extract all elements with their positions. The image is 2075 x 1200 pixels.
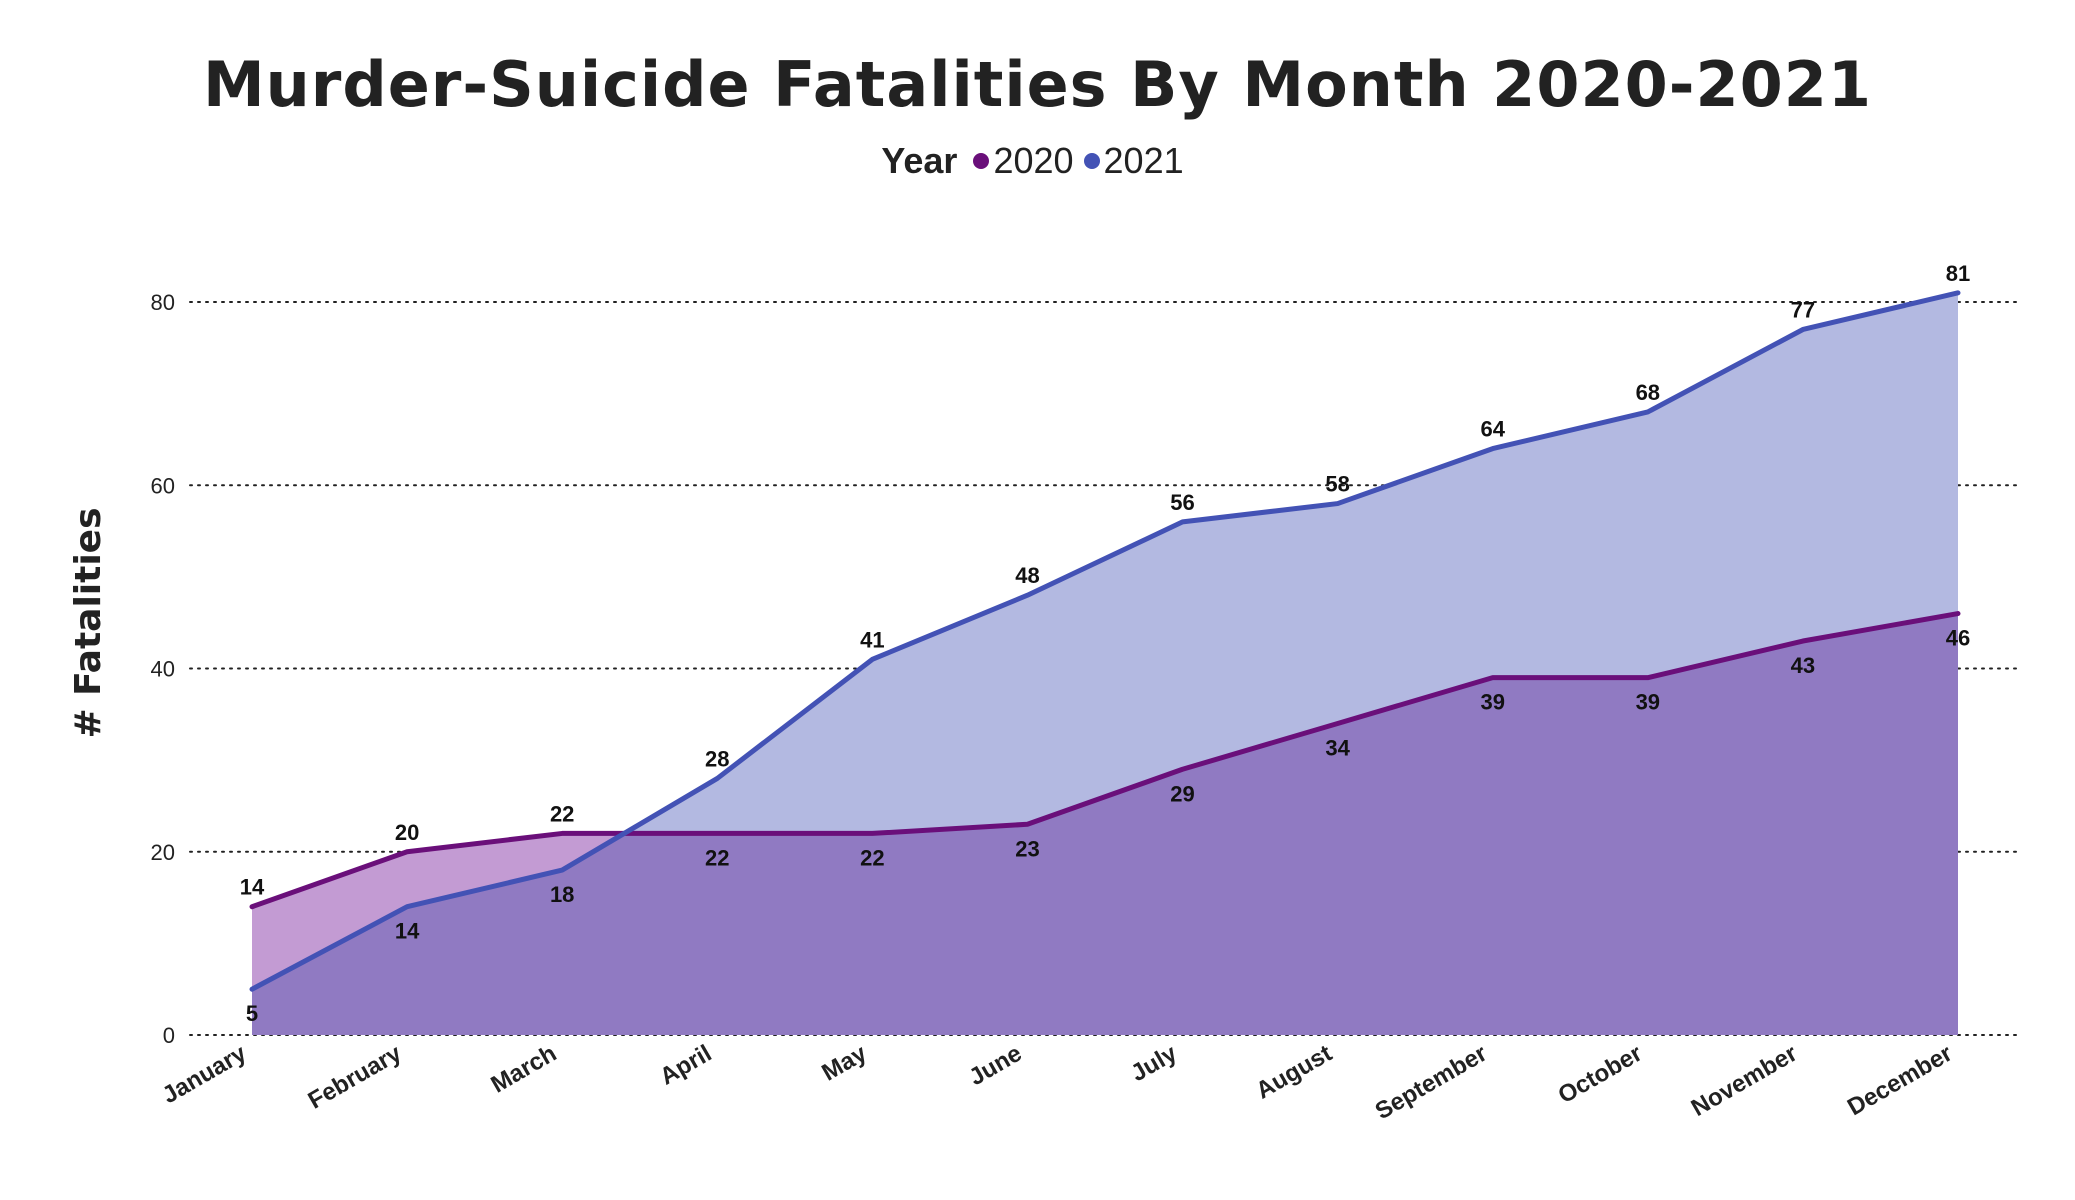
x-tick-label-march: March — [486, 1040, 561, 1099]
data-label-2020-may: 22 — [860, 845, 884, 870]
data-label-2021-december: 81 — [1946, 261, 1970, 286]
data-label-2021-october: 68 — [1636, 380, 1660, 405]
data-label-2021-january: 5 — [246, 1001, 258, 1026]
data-label-2021-june: 48 — [1015, 563, 1039, 588]
line-2020 — [249, 611, 1961, 910]
x-tick-label-april: April — [655, 1040, 716, 1091]
legend-title: Year — [881, 140, 958, 181]
data-label-2020-november: 43 — [1791, 653, 1815, 678]
chart-title: Murder-Suicide Fatalities By Month 2020-… — [202, 48, 1873, 121]
data-label-2021-september: 64 — [1480, 417, 1505, 442]
data-label-2020-december: 46 — [1946, 626, 1970, 651]
x-tick-label-june: June — [964, 1040, 1026, 1091]
data-labels: 14 20 22 22 22 23 29 34 39 39 43 46 5 14 18 28 41 48 56 58 6… — [240, 261, 1970, 1026]
x-tick-label-january: January — [158, 1039, 252, 1109]
legend-item-2021[interactable]: 2021 — [1083, 140, 1184, 182]
data-label-2021-february: 14 — [395, 919, 420, 944]
data-label-2020-july: 29 — [1170, 781, 1194, 806]
data-label-2021-november: 77 — [1791, 297, 1815, 322]
y-tick-label-80: 80 — [151, 290, 175, 315]
y-axis-label: # Fatalities — [68, 507, 109, 738]
data-label-2020-march: 22 — [550, 801, 574, 826]
legend-marker-2021 — [1083, 153, 1100, 169]
y-tick-label-60: 60 — [151, 473, 175, 498]
x-tick-label-february: February — [304, 1039, 407, 1114]
area-fills — [252, 292, 1958, 1035]
legend: Year 2020 2021 — [0, 140, 2075, 182]
data-label-2020-february: 20 — [395, 820, 419, 845]
x-tick-label-october: October — [1554, 1040, 1647, 1109]
x-axis-ticks: January February March April May June July Augu… — [158, 1039, 1957, 1125]
y-tick-label-20: 20 — [151, 840, 175, 865]
legend-marker-2020 — [973, 153, 990, 169]
data-label-2021-august: 58 — [1325, 472, 1349, 497]
data-label-2021-july: 56 — [1170, 490, 1194, 515]
data-label-2020-august: 34 — [1325, 735, 1350, 760]
x-tick-label-november: November — [1687, 1040, 1802, 1122]
x-tick-label-july: July — [1126, 1039, 1182, 1087]
x-tick-label-september: September — [1371, 1040, 1492, 1125]
x-tick-label-december: December — [1843, 1040, 1957, 1121]
area-overlap — [252, 613, 1958, 1035]
data-label-2020-april: 22 — [705, 845, 729, 870]
y-tick-label-0: 0 — [163, 1023, 175, 1048]
x-tick-label-may: May — [817, 1039, 871, 1086]
series-lines — [249, 290, 1961, 992]
data-label-2020-june: 23 — [1015, 836, 1039, 861]
data-label-2020-september: 39 — [1480, 690, 1504, 715]
line-2021 — [249, 290, 1961, 992]
data-label-2021-may: 41 — [860, 627, 884, 652]
data-label-2021-april: 28 — [705, 746, 729, 771]
x-tick-label-august: August — [1252, 1040, 1337, 1105]
legend-label-2020: 2020 — [993, 140, 1074, 181]
legend-item-2020[interactable]: 2020 — [973, 140, 1074, 182]
y-axis-ticks: 0 20 40 60 80 — [151, 290, 175, 1048]
y-tick-label-40: 40 — [151, 657, 175, 682]
legend-label-2021: 2021 — [1103, 140, 1184, 181]
data-label-2021-march: 18 — [550, 882, 574, 907]
data-label-2020-october: 39 — [1636, 690, 1660, 715]
data-label-2020-january: 14 — [240, 875, 265, 900]
